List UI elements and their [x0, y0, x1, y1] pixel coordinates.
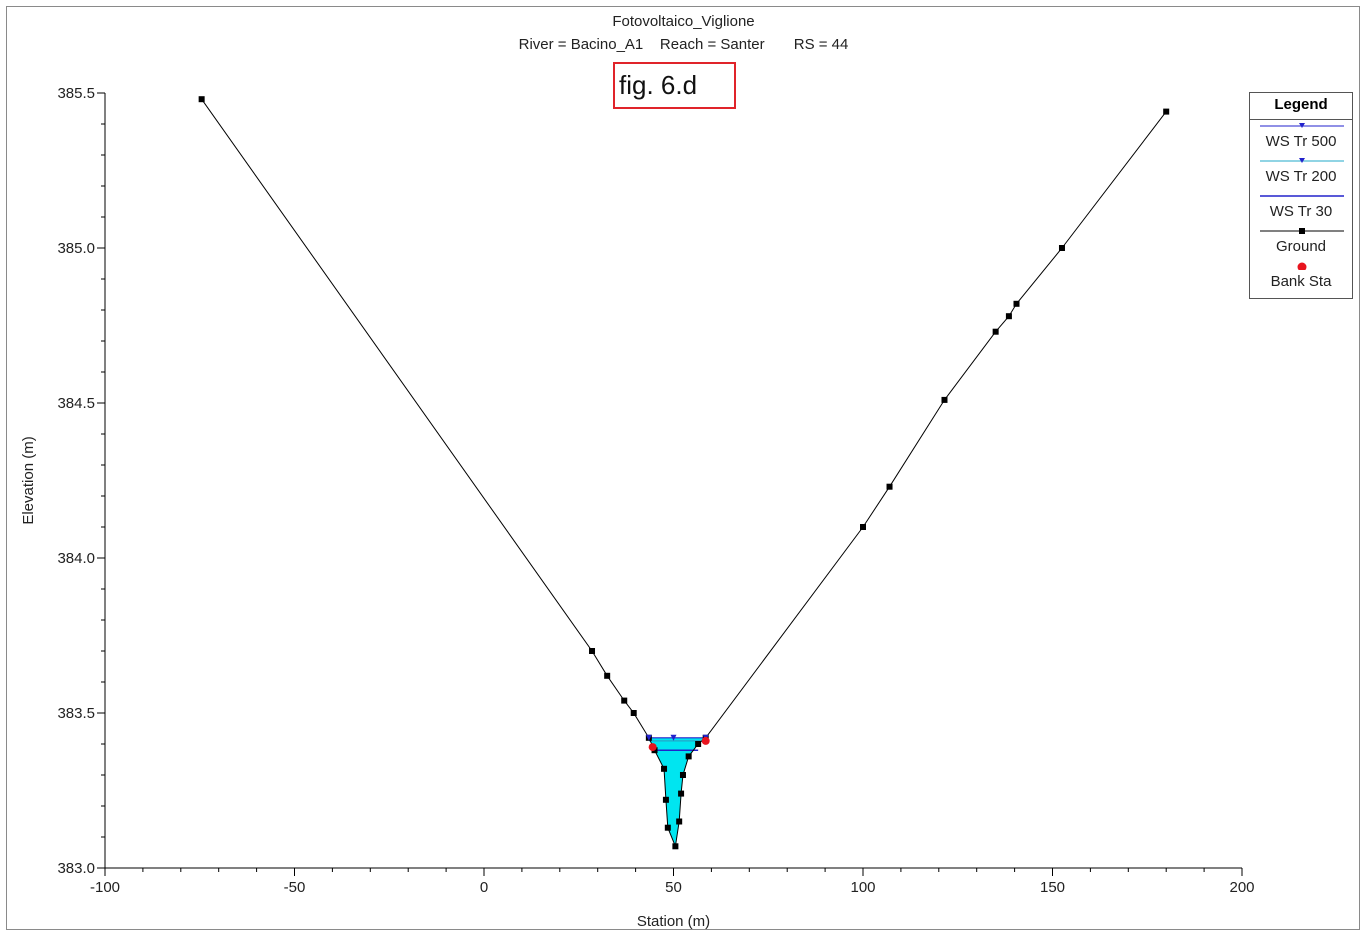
ground-point [198, 96, 205, 103]
water-fill [648, 737, 706, 847]
y-tick-label: 383.0 [57, 860, 95, 877]
legend-label: WS Tr 200 [1265, 168, 1337, 185]
y-tick-label: 384.0 [57, 550, 95, 567]
chart-title: Fotovoltaico_Viglione [612, 13, 755, 30]
legend-label: WS Tr 30 [1269, 203, 1333, 220]
legend-item-ws-tr-30: WS Tr 30 [1250, 190, 1352, 225]
ground-line [201, 98, 1167, 849]
ground-point [1058, 245, 1065, 251]
bank-station-icon [1297, 262, 1307, 270]
x-tick-label: 150 [1040, 879, 1065, 896]
x-tick-label: -100 [90, 879, 120, 896]
legend-label: Bank Sta [1270, 273, 1332, 290]
ground-point [664, 824, 671, 831]
y-tick-label: 383.5 [57, 705, 95, 722]
chart-frame [6, 6, 1360, 930]
x-tick-label: 50 [665, 879, 682, 896]
y-tick-label: 385.0 [57, 240, 95, 257]
ws-tr-500-marker [645, 734, 652, 741]
ws-line-icon [1260, 123, 1344, 128]
ground-point [662, 796, 669, 803]
x-tick-label: 200 [1229, 879, 1254, 896]
x-tick-label: -50 [284, 879, 306, 896]
ground-point [941, 396, 948, 403]
bank-station-point [648, 743, 657, 752]
legend-item-bank-sta: Bank Sta [1250, 260, 1352, 295]
ground-point [992, 328, 999, 335]
ground-point [621, 697, 628, 704]
ground-point [685, 753, 692, 760]
ground-point [860, 524, 866, 530]
ground-point [661, 765, 668, 772]
legend-label: WS Tr 500 [1265, 133, 1337, 150]
ground-point [676, 818, 683, 825]
y-axis-label: Elevation (m) [20, 436, 37, 524]
legend-item-ground: Ground [1250, 225, 1352, 260]
ground-point [695, 741, 702, 747]
ground-point [1005, 313, 1012, 320]
legend: Legend WS Tr 500 WS Tr 200 WS Tr 30 Grou… [1249, 92, 1353, 299]
chart-subtitle: River = Bacino_A1 Reach = Santer RS = 44 [518, 36, 849, 53]
ground-point [630, 710, 637, 716]
x-tick-label: 0 [480, 879, 488, 896]
ground-point [679, 772, 686, 778]
bank-station-point [701, 736, 710, 745]
ground-point [1013, 300, 1020, 307]
y-tick-label: 385.5 [57, 85, 95, 102]
ground-point [672, 843, 679, 850]
legend-title: Legend [1250, 93, 1352, 120]
x-tick-label: 100 [850, 879, 875, 896]
ground-point [589, 648, 596, 654]
ws-line-icon [1260, 158, 1344, 163]
legend-label: Ground [1275, 238, 1327, 255]
ground-point [678, 790, 685, 797]
ground-point [886, 483, 893, 490]
ws-line-icon [1260, 195, 1344, 197]
figure-annotation: fig. 6.d [613, 62, 736, 109]
legend-item-ws-tr-200: WS Tr 200 [1250, 155, 1352, 190]
ground-point [604, 672, 611, 679]
ground-point [1163, 108, 1170, 115]
ground-line-icon [1260, 228, 1344, 234]
x-axis-label: Station (m) [637, 913, 710, 930]
ws-tr-500-marker [670, 734, 677, 741]
y-tick-label: 384.5 [57, 395, 95, 412]
legend-item-ws-tr-500: WS Tr 500 [1250, 120, 1352, 155]
